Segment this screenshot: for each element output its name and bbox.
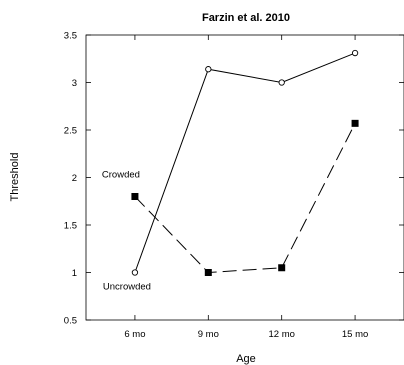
data-point-crowded xyxy=(351,119,359,127)
y-tick-label: 0.5 xyxy=(64,316,77,327)
y-tick-label: 1 xyxy=(72,268,77,279)
series-layer xyxy=(131,49,359,276)
y-tick-label: 2.5 xyxy=(64,126,77,137)
data-point-crowded xyxy=(131,193,139,200)
y-axis: 0.5 1 1.5 2 2.5 3 3.5 xyxy=(64,31,404,327)
x-axis: 6 mo 9 mo 12 mo 15 mo xyxy=(124,35,368,340)
x-tick-label: 15 mo xyxy=(342,329,368,340)
y-tick-label: 2 xyxy=(72,173,77,184)
x-tick-label: 6 mo xyxy=(124,329,145,340)
series-label-uncrowded: Uncrowded xyxy=(103,282,151,293)
data-point-uncrowded xyxy=(278,79,285,86)
series-line-uncrowded xyxy=(134,52,356,273)
x-axis-label: Age xyxy=(236,353,256,365)
y-axis-label: Threshold xyxy=(9,153,21,202)
annotations: Uncrowded Crowded xyxy=(102,170,151,293)
y-tick-label: 1.5 xyxy=(64,221,77,232)
data-point-crowded xyxy=(278,264,286,272)
x-tick-label: 12 mo xyxy=(268,329,294,340)
data-point-uncrowded xyxy=(351,49,359,57)
y-tick-label: 3.5 xyxy=(64,31,77,42)
chart-title: Farzin et al. 2010 xyxy=(202,12,290,24)
series-line-crowded xyxy=(134,123,356,274)
series-label-crowded: Crowded xyxy=(102,170,140,181)
data-point-uncrowded xyxy=(131,269,139,276)
data-point-crowded xyxy=(204,269,212,276)
data-point-uncrowded xyxy=(205,66,212,73)
x-tick-label: 9 mo xyxy=(198,329,219,340)
y-tick-label: 3 xyxy=(72,78,77,89)
